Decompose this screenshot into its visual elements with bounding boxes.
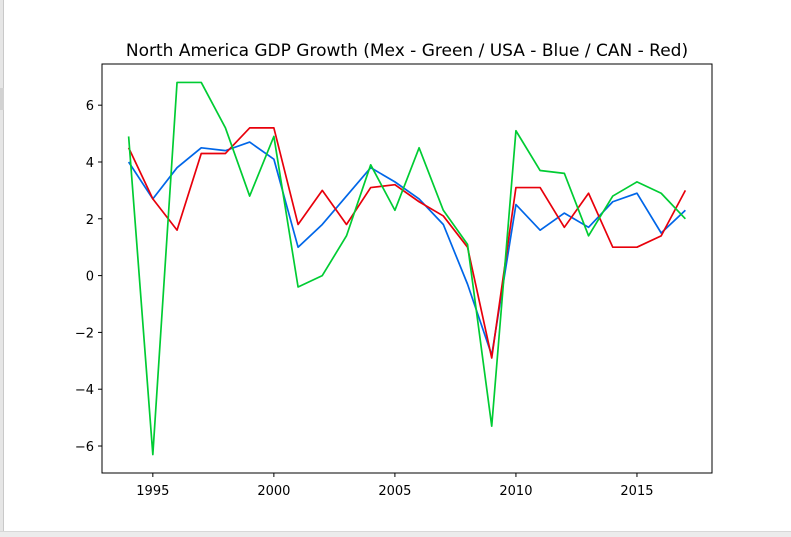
series-line-0 xyxy=(127,141,686,356)
x-tick-label: 2010 xyxy=(499,484,532,499)
y-tick-label: −6 xyxy=(75,440,94,455)
y-tick-label: 2 xyxy=(86,213,94,228)
y-tick-label: 0 xyxy=(86,270,94,285)
window-left-edge xyxy=(0,0,4,537)
x-tick-label: 2005 xyxy=(378,484,411,499)
window-bottom-edge xyxy=(0,531,791,537)
x-tick-label: 1995 xyxy=(136,484,169,499)
series-line-2 xyxy=(127,81,686,456)
chart-title: North America GDP Growth (Mex - Green / … xyxy=(126,41,688,61)
series-lines xyxy=(127,81,687,456)
x-tick-label: 2015 xyxy=(620,484,653,499)
y-tick-label: −2 xyxy=(75,326,94,341)
y-tick-label: 6 xyxy=(86,99,94,114)
series-line-1 xyxy=(127,127,687,359)
y-tick-label: 4 xyxy=(86,156,94,171)
plot-frame xyxy=(101,63,713,474)
x-axis-ticks: 1995 2000 2005 2010 2015 xyxy=(136,473,654,499)
y-tick-label: −4 xyxy=(75,383,94,398)
x-tick-label: 2000 xyxy=(257,484,290,499)
y-axis-ticks: −6 −4 −2 0 2 4 6 xyxy=(75,99,102,455)
window-left-handle xyxy=(0,88,4,110)
